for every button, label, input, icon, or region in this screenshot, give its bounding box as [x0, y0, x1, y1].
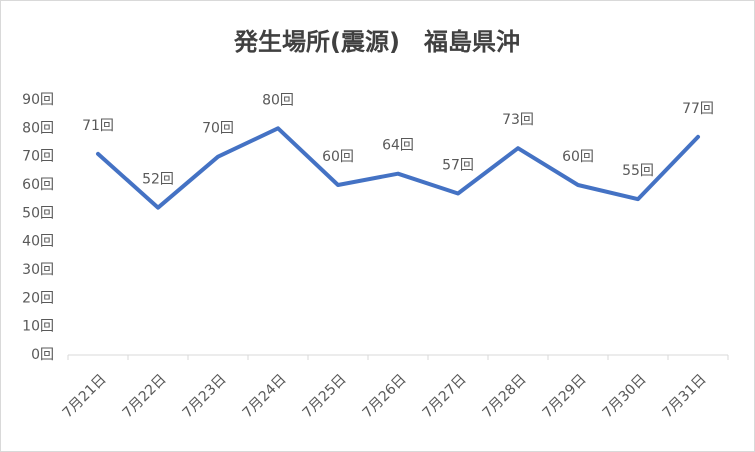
y-tick-label: 60回 [22, 177, 54, 193]
y-tick-label: 10回 [22, 319, 54, 335]
y-tick-label: 0回 [31, 347, 54, 363]
data-label: 64回 [382, 138, 414, 154]
y-tick-label: 20回 [22, 290, 54, 306]
y-tick-label: 80回 [22, 120, 54, 136]
data-label: 71回 [82, 118, 114, 134]
y-tick-label: 30回 [22, 262, 54, 278]
chart-title: 発生場所(震源) 福島県沖 [233, 28, 520, 56]
data-label: 60回 [562, 149, 594, 165]
data-label: 57回 [442, 158, 474, 174]
y-tick-label: 40回 [22, 234, 54, 250]
data-label: 77回 [682, 101, 714, 117]
y-tick-label: 50回 [22, 205, 54, 221]
data-label: 73回 [502, 112, 534, 128]
y-tick-label: 90回 [22, 92, 54, 108]
data-label: 70回 [202, 121, 234, 137]
data-label: 60回 [322, 149, 354, 165]
y-tick-label: 70回 [22, 149, 54, 165]
data-line [96, 126, 700, 210]
data-label: 80回 [262, 92, 294, 108]
data-label: 55回 [622, 163, 654, 179]
data-label: 52回 [142, 172, 174, 188]
